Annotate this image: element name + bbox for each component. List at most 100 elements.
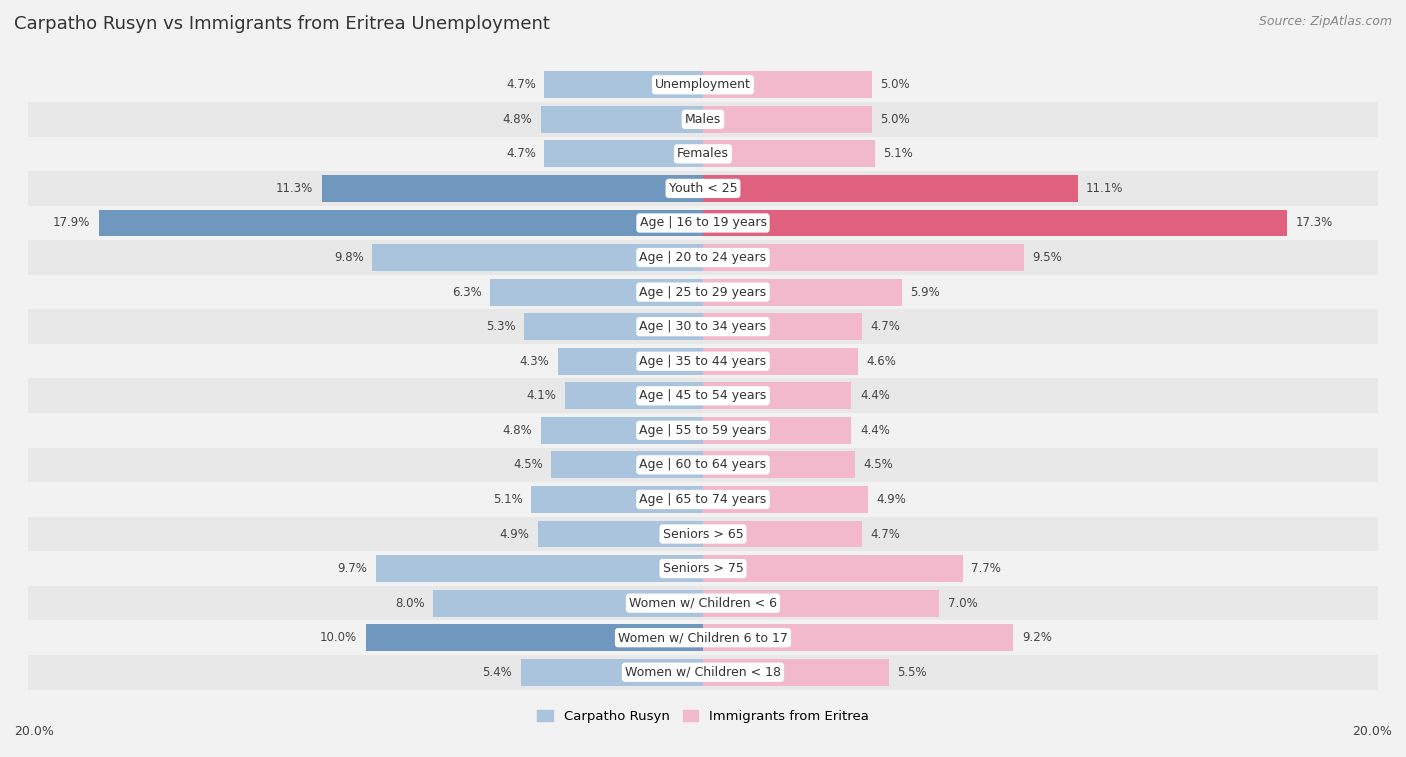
Bar xyxy=(28,621,1378,655)
Text: 7.0%: 7.0% xyxy=(948,597,977,609)
Text: 4.7%: 4.7% xyxy=(870,320,900,333)
Bar xyxy=(537,521,703,547)
Text: Age | 55 to 59 years: Age | 55 to 59 years xyxy=(640,424,766,437)
Text: Youth < 25: Youth < 25 xyxy=(669,182,737,195)
Bar xyxy=(375,555,703,582)
Bar xyxy=(703,382,852,410)
Bar xyxy=(28,102,1378,136)
Legend: Carpatho Rusyn, Immigrants from Eritrea: Carpatho Rusyn, Immigrants from Eritrea xyxy=(531,705,875,728)
Bar xyxy=(28,206,1378,240)
Bar xyxy=(366,625,703,651)
Text: Women w/ Children < 6: Women w/ Children < 6 xyxy=(628,597,778,609)
Text: 4.7%: 4.7% xyxy=(506,78,536,92)
Text: 5.0%: 5.0% xyxy=(880,113,910,126)
Text: 4.5%: 4.5% xyxy=(863,459,893,472)
Text: Age | 45 to 54 years: Age | 45 to 54 years xyxy=(640,389,766,402)
Text: Unemployment: Unemployment xyxy=(655,78,751,92)
Bar xyxy=(28,447,1378,482)
Bar xyxy=(28,240,1378,275)
Bar xyxy=(433,590,703,617)
Bar xyxy=(703,417,852,444)
Text: Age | 35 to 44 years: Age | 35 to 44 years xyxy=(640,355,766,368)
Bar xyxy=(703,451,855,478)
Bar xyxy=(541,417,703,444)
Text: Age | 25 to 29 years: Age | 25 to 29 years xyxy=(640,285,766,298)
Text: 5.3%: 5.3% xyxy=(486,320,516,333)
Text: 17.9%: 17.9% xyxy=(53,217,90,229)
Bar xyxy=(28,586,1378,621)
Text: Females: Females xyxy=(678,148,728,160)
Bar xyxy=(703,210,1286,236)
Text: 5.1%: 5.1% xyxy=(883,148,914,160)
Bar xyxy=(703,71,872,98)
Text: Age | 65 to 74 years: Age | 65 to 74 years xyxy=(640,493,766,506)
Text: 11.1%: 11.1% xyxy=(1085,182,1123,195)
Text: Age | 30 to 34 years: Age | 30 to 34 years xyxy=(640,320,766,333)
Bar xyxy=(703,313,862,340)
Bar xyxy=(98,210,703,236)
Text: 20.0%: 20.0% xyxy=(1353,725,1392,738)
Text: 4.9%: 4.9% xyxy=(499,528,529,540)
Text: 4.5%: 4.5% xyxy=(513,459,543,472)
Text: 9.8%: 9.8% xyxy=(335,251,364,264)
Text: 4.7%: 4.7% xyxy=(506,148,536,160)
Text: 5.0%: 5.0% xyxy=(880,78,910,92)
Bar xyxy=(703,555,963,582)
Text: 9.2%: 9.2% xyxy=(1022,631,1052,644)
Bar xyxy=(541,106,703,132)
Bar xyxy=(520,659,703,686)
Bar xyxy=(28,413,1378,447)
Text: 20.0%: 20.0% xyxy=(14,725,53,738)
Bar xyxy=(28,310,1378,344)
Text: Age | 60 to 64 years: Age | 60 to 64 years xyxy=(640,459,766,472)
Text: 4.6%: 4.6% xyxy=(866,355,897,368)
Bar xyxy=(565,382,703,410)
Bar xyxy=(703,659,889,686)
Text: 4.9%: 4.9% xyxy=(877,493,907,506)
Bar xyxy=(551,451,703,478)
Bar xyxy=(28,517,1378,551)
Text: Males: Males xyxy=(685,113,721,126)
Text: Seniors > 65: Seniors > 65 xyxy=(662,528,744,540)
Bar xyxy=(28,136,1378,171)
Bar xyxy=(558,347,703,375)
Bar xyxy=(544,140,703,167)
Text: Carpatho Rusyn vs Immigrants from Eritrea Unemployment: Carpatho Rusyn vs Immigrants from Eritre… xyxy=(14,15,550,33)
Bar xyxy=(703,140,875,167)
Text: 4.3%: 4.3% xyxy=(520,355,550,368)
Text: 5.4%: 5.4% xyxy=(482,665,512,679)
Text: 4.8%: 4.8% xyxy=(503,113,533,126)
Bar xyxy=(28,67,1378,102)
Bar xyxy=(703,521,862,547)
Bar xyxy=(28,482,1378,517)
Text: 10.0%: 10.0% xyxy=(321,631,357,644)
Bar xyxy=(544,71,703,98)
Bar xyxy=(28,171,1378,206)
Bar xyxy=(703,590,939,617)
Bar xyxy=(703,106,872,132)
Bar xyxy=(531,486,703,513)
Text: 4.4%: 4.4% xyxy=(860,389,890,402)
Bar xyxy=(28,378,1378,413)
Text: 4.4%: 4.4% xyxy=(860,424,890,437)
Text: 4.7%: 4.7% xyxy=(870,528,900,540)
Bar xyxy=(28,551,1378,586)
Text: Age | 20 to 24 years: Age | 20 to 24 years xyxy=(640,251,766,264)
Text: Seniors > 75: Seniors > 75 xyxy=(662,562,744,575)
Text: 9.5%: 9.5% xyxy=(1032,251,1062,264)
Text: 5.1%: 5.1% xyxy=(492,493,523,506)
Bar xyxy=(524,313,703,340)
Text: 8.0%: 8.0% xyxy=(395,597,425,609)
Text: 7.7%: 7.7% xyxy=(972,562,1001,575)
Bar xyxy=(28,275,1378,310)
Text: 17.3%: 17.3% xyxy=(1295,217,1333,229)
Text: 11.3%: 11.3% xyxy=(276,182,314,195)
Text: 5.9%: 5.9% xyxy=(911,285,941,298)
Bar xyxy=(28,655,1378,690)
Text: 4.8%: 4.8% xyxy=(503,424,533,437)
Bar xyxy=(322,175,703,202)
Text: Source: ZipAtlas.com: Source: ZipAtlas.com xyxy=(1258,15,1392,28)
Text: 6.3%: 6.3% xyxy=(453,285,482,298)
Bar xyxy=(703,175,1077,202)
Text: 5.5%: 5.5% xyxy=(897,665,927,679)
